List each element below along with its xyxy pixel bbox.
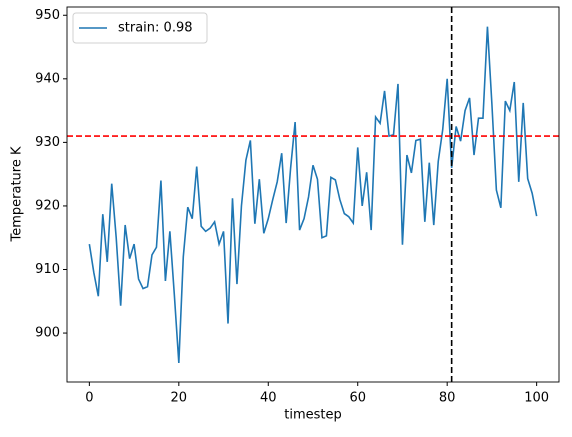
- x-tick-label: 20: [171, 391, 188, 406]
- x-tick-label: 0: [85, 391, 93, 406]
- y-tick-label: 920: [35, 198, 60, 213]
- data-line: [88, 26, 538, 363]
- legend-label: strain: 0.98: [118, 21, 193, 36]
- y-tick-label: 900: [35, 326, 60, 341]
- x-tick-label: 100: [524, 391, 549, 406]
- y-tick-label: 940: [35, 71, 60, 86]
- x-tick-label: 40: [260, 391, 277, 406]
- y-tick-label: 910: [35, 262, 60, 277]
- plot-frame: [66, 6, 560, 383]
- x-tick-label: 60: [349, 391, 366, 406]
- x-tick-label: 80: [439, 391, 456, 406]
- legend-box: [72, 12, 208, 44]
- x-axis-label: timestep: [284, 408, 342, 423]
- y-axis-label: Temperature K: [10, 146, 25, 242]
- y-tick-label: 950: [35, 8, 60, 23]
- y-tick-label: 930: [35, 135, 60, 150]
